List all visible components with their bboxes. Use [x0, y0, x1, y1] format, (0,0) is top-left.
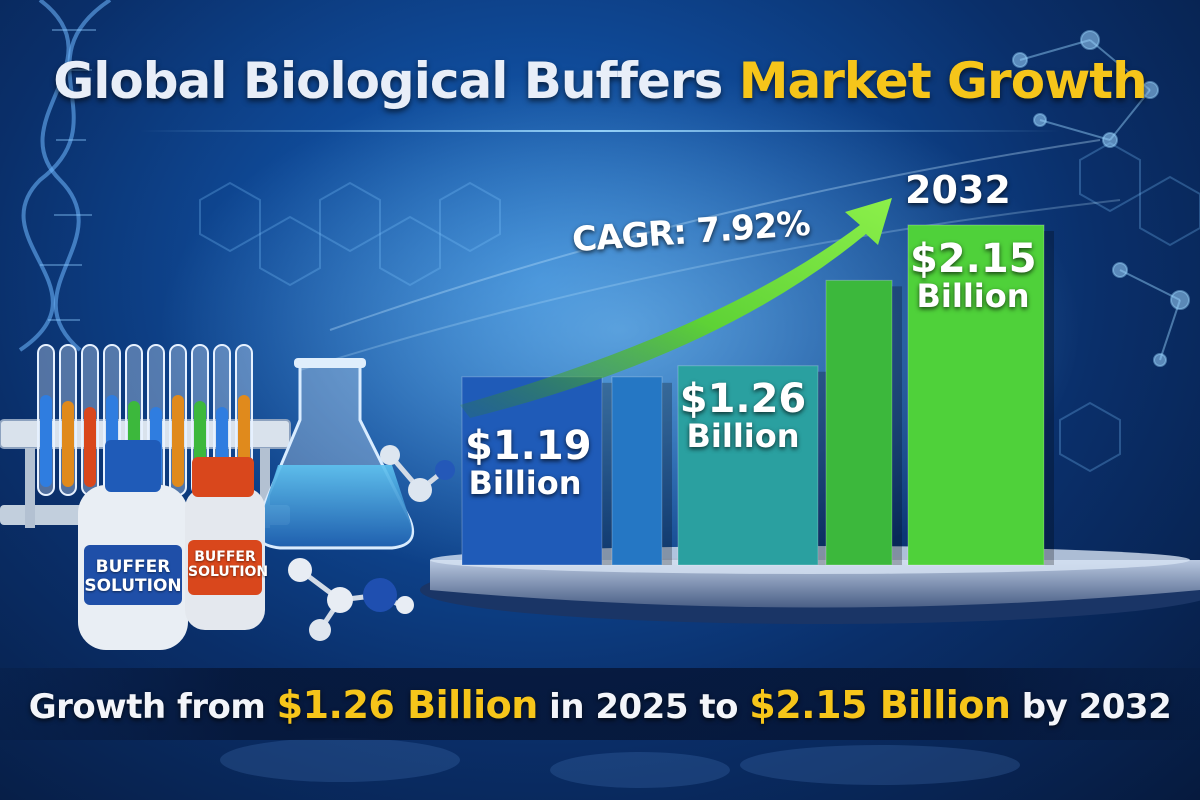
footer-value-2025: $1.26 Billion: [276, 683, 539, 727]
flask-icon: [254, 358, 415, 550]
bar-1-side: [602, 382, 612, 565]
bar-2-side: [662, 382, 672, 565]
bottle-label-blue-line1: BUFFER: [95, 557, 171, 577]
bar-label-1-unit: Billion: [468, 464, 582, 502]
footer-p3: by 2032: [1010, 687, 1172, 727]
bar-4-side: [892, 286, 902, 565]
year-label-2032: 2032: [905, 168, 1011, 212]
title-part-2: Market Growth: [738, 52, 1148, 110]
test-tube-liquid: [172, 395, 184, 487]
bottle-label-blue-line2: SOLUTION: [84, 575, 182, 596]
bottle-label-blue: BUFFER SOLUTION: [84, 558, 182, 595]
bar-label-3: $1.26 Billion: [678, 378, 808, 454]
page-title: Global Biological Buffers Market Growth: [0, 52, 1200, 110]
dna-helix-icon: [18, 0, 112, 352]
bar-label-3-unit: Billion: [686, 417, 800, 455]
bottle-label-orange: BUFFER SOLUTION: [188, 549, 269, 581]
footer-value-2032: $2.15 Billion: [749, 683, 1011, 727]
title-part-1: Global Biological Buffers: [53, 52, 739, 110]
buffer-bottle-blue-icon: [78, 440, 188, 650]
bar-4: [825, 279, 893, 566]
footer-p2: in 2025 to: [537, 687, 750, 727]
buffer-bottle-orange-icon: [185, 457, 265, 630]
bar-2: [611, 376, 663, 566]
molecule-network-icon: [1012, 30, 1190, 367]
test-tube-liquid: [84, 407, 96, 487]
growth-arrow-icon: [460, 198, 892, 418]
molecule-model-icon: [288, 445, 455, 641]
footer-p1: Growth from: [28, 687, 277, 727]
chart-bars: [461, 224, 1054, 566]
title-divider: [140, 130, 1060, 132]
bar-label-1: $1.19 Billion: [465, 423, 592, 502]
bar-label-5-amount: $2.15: [910, 236, 1037, 282]
hexagon-pattern: [199, 141, 1200, 473]
bar-label-3-amount: $1.26: [679, 376, 807, 422]
bar-5-side: [1044, 231, 1054, 565]
bottle-label-orange-line1: BUFFER: [194, 549, 256, 565]
bar-3: [677, 365, 819, 566]
bar-label-5: $2.15 Billion: [910, 236, 1037, 315]
bar-label-1-amount: $1.19: [465, 423, 592, 469]
bottle-label-orange-line2: SOLUTION: [188, 564, 269, 581]
test-tube-liquid: [40, 395, 52, 487]
footer-text: Growth from $1.26 Billion in 2025 to $2.…: [0, 683, 1200, 727]
footer-banner: [0, 668, 1200, 740]
bar-label-5-unit: Billion: [916, 277, 1030, 315]
bar-3-side: [818, 371, 828, 565]
test-tube-liquid: [62, 401, 74, 487]
bar-5: [907, 224, 1045, 566]
